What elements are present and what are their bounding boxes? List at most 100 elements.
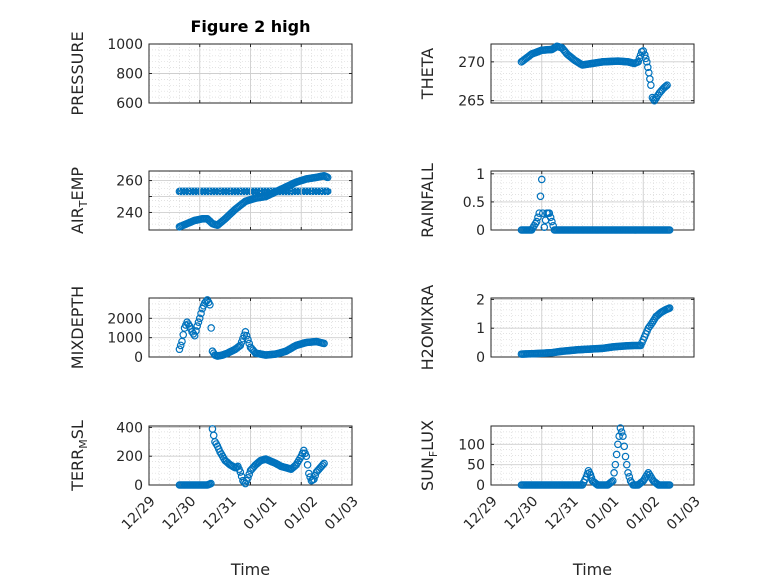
y-axis-label: H2OMIXRA (418, 285, 437, 371)
y-label-main: AIR (68, 207, 87, 234)
data-point (643, 58, 651, 66)
data-point (607, 478, 616, 486)
data-point (611, 460, 620, 469)
x-tick-label: 12/29 (119, 493, 159, 533)
data-point (320, 339, 328, 348)
x-tick-label: 12/29 (461, 493, 501, 533)
y-tick-label: 200 (116, 449, 143, 465)
data-point (192, 327, 200, 335)
data-point (207, 479, 215, 488)
x-axis-label: Time (572, 560, 612, 579)
y-label-main: PRESSURE (68, 31, 87, 115)
x-tick-label: 12/31 (200, 493, 240, 533)
y-label-rest: LUX (418, 420, 437, 451)
y-label-main: RAINFALL (418, 163, 437, 238)
data-point (194, 318, 203, 326)
y-tick-label: 0 (134, 478, 143, 494)
y-axis-label: MIXDEPTH (68, 286, 87, 369)
subplot-mixdepth: 0 1000 2000 MIXDEPTH (68, 286, 353, 369)
x-tick-label: 01/01 (241, 493, 281, 533)
data-point (236, 468, 245, 476)
y-label-main: SUN (418, 457, 437, 491)
data-point (634, 58, 642, 66)
y-tick-label: 600 (116, 96, 143, 112)
x-tick-label: 12/30 (502, 493, 542, 533)
y-tick-label: 2000 (107, 311, 143, 327)
y-tick-label: 800 (116, 67, 143, 83)
data-point (644, 63, 652, 72)
subplot-h2omixra: 0 1 2 H2OMIXRA (418, 285, 695, 371)
y-label-rest: SL (68, 420, 87, 439)
data-point (662, 82, 670, 90)
y-tick-label: 0 (134, 350, 143, 366)
data-point (619, 432, 627, 440)
data-point (178, 337, 186, 346)
y-tick-label: 2 (476, 292, 485, 308)
y-tick-label: 260 (116, 174, 143, 190)
data-point (209, 431, 218, 440)
data-point (197, 309, 205, 318)
data-point (175, 345, 184, 354)
data-point (207, 324, 215, 332)
subplot-theta: 265 270 THETA (418, 42, 695, 110)
x-tick-label: 12/30 (160, 493, 200, 533)
data-point (624, 468, 632, 477)
data-point (206, 300, 214, 309)
data-point (665, 481, 674, 489)
y-label-main: THETA (418, 48, 437, 100)
data-point (608, 477, 617, 485)
y-tick-label: 50 (467, 458, 485, 474)
data-point (612, 450, 621, 459)
data-point (665, 304, 674, 312)
y-label-sub: T (77, 200, 90, 208)
data-point (305, 469, 313, 478)
y-axis-label: SUNFLUX (418, 420, 440, 491)
data-point (641, 54, 650, 63)
y-label-main: H2OMIXRA (418, 285, 437, 371)
data-point (546, 213, 555, 222)
y-tick-label: 270 (458, 55, 485, 71)
data-series (517, 175, 674, 234)
data-point (663, 81, 671, 89)
data-series (517, 42, 671, 105)
data-point (195, 314, 204, 323)
y-axis-label: AIRTEMP (68, 167, 90, 234)
major-grid (148, 43, 353, 104)
y-tick-label: 400 (116, 420, 143, 436)
y-tick-label: 1000 (107, 331, 143, 347)
data-point (193, 322, 202, 330)
data-series (517, 424, 674, 489)
x-axis-label: Time (230, 560, 270, 579)
data-point (323, 187, 332, 196)
data-series (175, 296, 328, 360)
x-tick-label: 01/02 (281, 493, 321, 533)
y-label-main: TERR (68, 449, 87, 492)
data-series (175, 425, 328, 489)
data-point (237, 338, 246, 346)
data-point (208, 425, 217, 433)
y-tick-label: 100 (458, 437, 485, 453)
y-label-sub: M (77, 439, 90, 449)
data-point (323, 173, 332, 182)
data-point (242, 331, 251, 340)
data-point (236, 341, 245, 350)
y-tick-label: 240 (116, 205, 143, 221)
x-tick-label: 01/03 (664, 493, 704, 533)
data-point (622, 460, 631, 469)
data-point (190, 331, 199, 340)
data-point (320, 459, 328, 468)
subplot-air_temp: 240 260 AIRTEMP (68, 167, 353, 234)
data-point (665, 226, 674, 234)
chart-title: Figure 2 high (191, 17, 311, 36)
data-point (610, 468, 618, 477)
y-axis-label: RAINFALL (418, 163, 437, 238)
data-point (188, 328, 196, 336)
x-tick-label: 01/01 (583, 493, 623, 533)
subplot-rainfall: 0 0.5 1 RAINFALL (418, 163, 695, 239)
data-point (244, 335, 252, 344)
y-tick-label: 0 (476, 478, 485, 494)
data-point (621, 452, 630, 461)
y-tick-label: 1000 (107, 37, 143, 53)
y-axis-label: PRESSURE (68, 31, 87, 115)
y-label-main: MIXDEPTH (68, 286, 87, 369)
